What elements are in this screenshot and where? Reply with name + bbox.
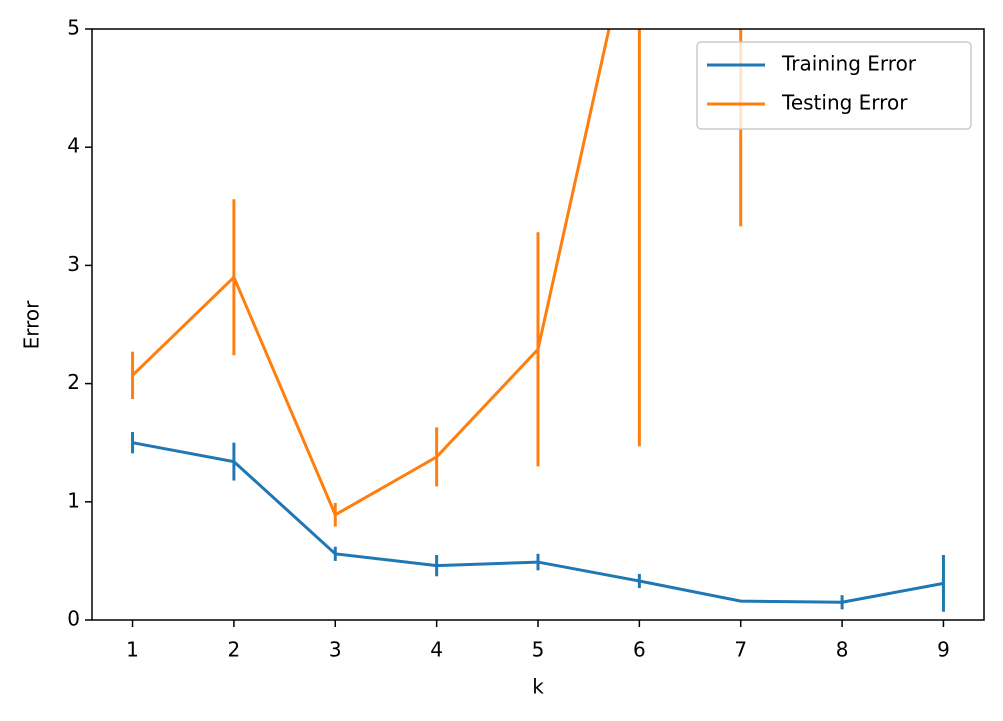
y-tick-label: 3	[67, 252, 80, 276]
y-tick-label: 1	[67, 488, 80, 512]
x-tick-label: 2	[228, 638, 241, 662]
legend-box	[696, 41, 972, 130]
x-axis-label: k	[532, 675, 544, 699]
legend-label: Training Error	[781, 52, 917, 76]
x-tick-label: 1	[126, 638, 139, 662]
x-tick-label: 6	[633, 638, 646, 662]
plot-area	[131, 29, 945, 612]
y-tick-label: 4	[67, 134, 80, 158]
x-tick-label: 8	[836, 638, 849, 662]
legend-label: Testing Error	[781, 91, 908, 115]
x-tick-label: 7	[734, 638, 747, 662]
x-tick-label: 3	[329, 638, 342, 662]
x-tick-label: 4	[430, 638, 443, 662]
series-line	[132, 441, 944, 604]
x-tick-label: 5	[532, 638, 545, 662]
plot-frame	[91, 28, 985, 621]
y-tick-label: 5	[67, 16, 80, 40]
y-axis-label: Error	[20, 300, 44, 350]
y-tick-label: 2	[67, 370, 80, 394]
x-tick-label: 9	[937, 638, 950, 662]
y-tick-label: 0	[67, 607, 80, 631]
